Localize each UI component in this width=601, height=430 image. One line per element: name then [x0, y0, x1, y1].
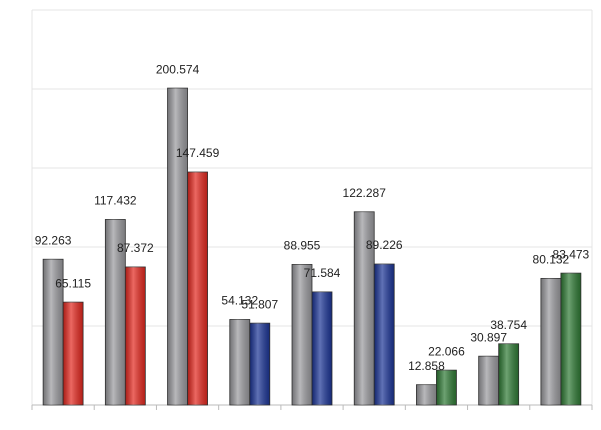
bar: [436, 369, 457, 406]
bar: [540, 277, 562, 406]
value-label: 38.754: [490, 318, 527, 332]
value-label: 200.574: [156, 62, 200, 76]
value-label: 65.115: [55, 276, 91, 290]
value-label: 117.432: [94, 194, 137, 208]
value-label: 22.066: [428, 344, 465, 358]
value-label: 30.897: [470, 330, 507, 344]
value-label: 87.372: [117, 241, 154, 255]
bar: [187, 171, 208, 406]
bar: [373, 263, 395, 406]
bar: [249, 322, 271, 406]
value-label: 83.473: [553, 247, 590, 261]
value-label: 147.459: [176, 146, 220, 160]
bar: [291, 264, 313, 406]
value-label: 92.263: [35, 233, 72, 247]
value-label: 12.858: [408, 359, 445, 373]
bar: [124, 266, 146, 406]
bar: [229, 319, 251, 406]
bar: [167, 87, 188, 406]
value-label: 89.226: [366, 238, 403, 252]
value-label: 88.955: [284, 239, 321, 253]
value-label: 51.807: [241, 297, 278, 311]
value-label: 80.132: [533, 253, 570, 267]
bar: [478, 355, 500, 406]
bar: [498, 343, 520, 406]
bar: [311, 291, 333, 406]
bar: [62, 301, 84, 406]
value-label: 122.287: [343, 186, 387, 200]
value-label: 71.584: [304, 266, 341, 280]
bar: [560, 272, 582, 406]
bar: [416, 384, 437, 406]
value-label: 54.132: [221, 294, 258, 308]
